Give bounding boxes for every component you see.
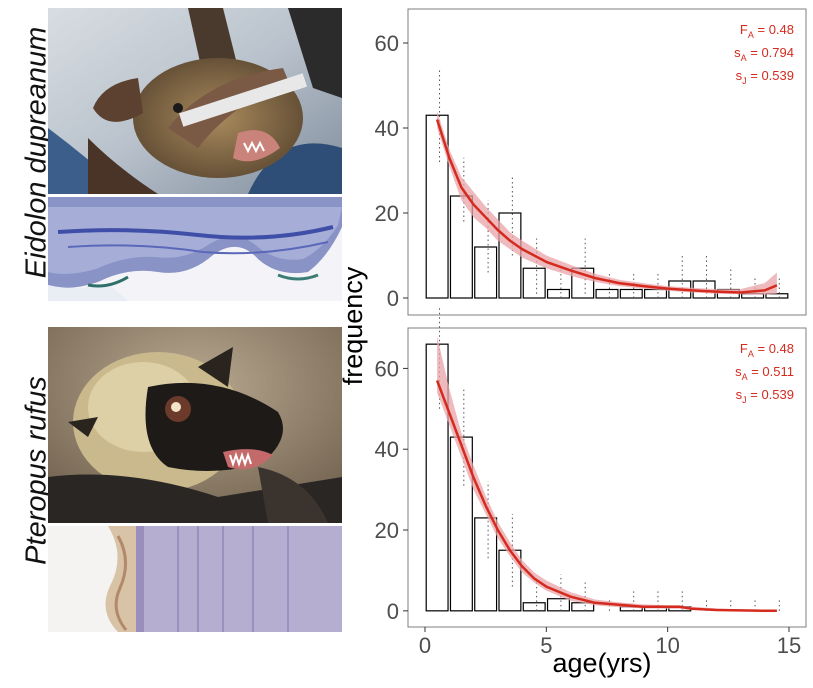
y-tick-label: 40 — [375, 437, 399, 462]
histogram-bar — [474, 517, 498, 612]
y-tick-label: 60 — [375, 31, 399, 56]
histogram-bar — [546, 598, 570, 612]
histogram-bar — [522, 602, 546, 612]
y-tick-label: 0 — [387, 286, 399, 311]
histogram-bar — [522, 267, 546, 299]
histogram-bar — [644, 288, 668, 299]
x-tick-label: 5 — [540, 633, 552, 658]
panel-bottom: 0 20 40 60 0 5 10 15 FA = 0.48 sA = 0.511 sJ = 0.5… — [375, 307, 807, 658]
parameter-annotation: FA = 0.48 — [740, 22, 794, 40]
y-tick-label: 20 — [375, 201, 399, 226]
parameter-annotation: sJ = 0.539 — [736, 387, 794, 405]
panel-top: 0 20 40 60 FA = 0.48 sA = 0.794 sJ = 0.539 — [375, 8, 807, 316]
parameter-annotation: sA = 0.794 — [734, 45, 794, 63]
x-tick-label: 0 — [419, 633, 431, 658]
histogram-bar — [595, 288, 619, 299]
y-axis-title: frequency — [338, 266, 368, 385]
y-tick-label: 40 — [375, 116, 399, 141]
panel-border — [407, 327, 807, 628]
histogram-bar — [619, 288, 643, 299]
x-tick-label: 15 — [777, 633, 801, 658]
fit-line — [435, 380, 777, 613]
parameter-annotation: FA = 0.48 — [740, 341, 794, 359]
pteropus-bat-photo — [48, 327, 342, 523]
pteropus-histology-section — [48, 526, 342, 632]
histogram-bar — [765, 293, 789, 299]
histogram-bar — [449, 195, 473, 299]
eidolon-histology-section — [48, 197, 342, 301]
fit-line — [435, 119, 778, 294]
x-axis-title: age(yrs) — [552, 648, 651, 678]
y-tick-label: 20 — [375, 518, 399, 543]
parameter-annotation: sA = 0.511 — [735, 364, 794, 382]
x-tick-label: 10 — [655, 633, 679, 658]
eidolon-bat-photo — [48, 8, 342, 194]
y-tick-label: 60 — [375, 356, 399, 381]
parameter-annotation: sJ = 0.539 — [736, 68, 794, 86]
histogram-bar — [546, 288, 570, 299]
histogram-bar — [474, 246, 498, 299]
y-tick-label: 0 — [387, 599, 399, 624]
panel-border — [407, 8, 807, 316]
